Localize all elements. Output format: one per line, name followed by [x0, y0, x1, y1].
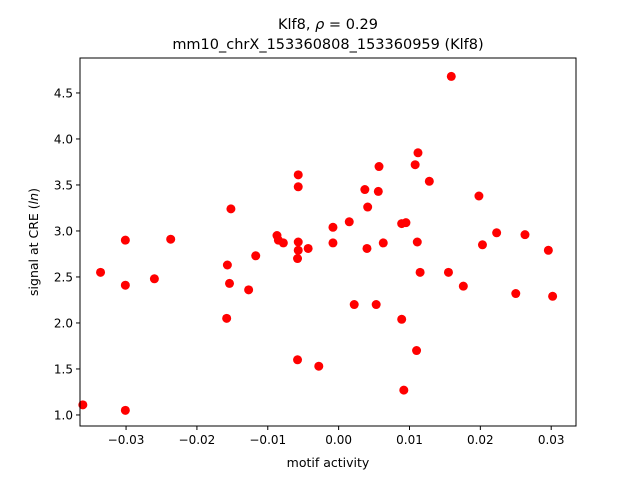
y-axis-ticks: 1.0 1.5 2.0 2.5 3.0 3.5 4.0 4.5 — [54, 86, 80, 422]
data-point — [293, 237, 303, 247]
y-axis-label-prefix: signal at CRE ( — [26, 204, 41, 296]
data-point — [412, 346, 422, 356]
data-point — [293, 355, 303, 365]
y-tick-label: 1.0 — [54, 408, 73, 422]
data-point — [378, 238, 388, 248]
data-point — [401, 218, 411, 228]
x-tick-label: 0.00 — [325, 433, 352, 447]
data-point — [443, 267, 453, 277]
data-point — [511, 289, 521, 299]
y-axis-label-suffix: ) — [26, 188, 41, 193]
data-point — [328, 238, 338, 248]
data-point — [399, 385, 409, 395]
data-point — [543, 245, 553, 255]
data-point — [120, 280, 130, 290]
x-tick-label: −0.03 — [108, 433, 145, 447]
data-point — [120, 405, 130, 415]
data-point — [360, 185, 370, 195]
data-point — [373, 186, 383, 196]
data-point — [78, 400, 88, 410]
x-tick-label: 0.03 — [538, 433, 565, 447]
x-tick-label: 0.01 — [396, 433, 423, 447]
y-tick-label: 1.5 — [54, 362, 73, 376]
y-axis-label-italic: ln — [26, 193, 41, 204]
data-point — [225, 278, 235, 288]
x-tick-label: −0.01 — [249, 433, 286, 447]
x-axis-ticks: −0.03 −0.02 −0.01 0.00 0.01 0.02 0.03 — [108, 426, 565, 447]
data-point — [415, 267, 425, 277]
data-point — [344, 217, 354, 227]
chart-title-line1: Klf8, ρ = 0.29 — [278, 17, 378, 33]
data-point — [424, 176, 434, 186]
title-suffix: = 0.29 — [324, 17, 378, 33]
data-point — [226, 204, 236, 214]
data-point — [474, 191, 484, 201]
title-prefix: Klf8, — [278, 17, 315, 33]
data-point — [244, 285, 254, 295]
data-point — [303, 243, 313, 253]
data-point — [362, 243, 372, 253]
x-tick-label: −0.02 — [179, 433, 216, 447]
data-point — [548, 291, 558, 301]
data-point — [166, 234, 176, 244]
data-point — [371, 300, 381, 310]
data-point — [477, 240, 487, 250]
data-point — [520, 230, 530, 240]
title-rho-symbol: ρ — [315, 17, 325, 33]
data-point — [363, 202, 373, 212]
data-point — [413, 148, 423, 158]
y-axis-label: signal at CRE (ln) — [26, 188, 41, 296]
data-point — [251, 251, 261, 261]
y-tick-label: 4.5 — [54, 86, 73, 100]
plot-area-frame — [79, 57, 577, 427]
data-point — [149, 274, 159, 284]
data-point — [458, 281, 468, 291]
data-point — [410, 160, 420, 170]
data-point — [293, 245, 303, 255]
data-point — [397, 314, 407, 324]
data-point — [314, 361, 324, 371]
data-points — [78, 71, 558, 415]
data-point — [96, 267, 106, 277]
data-point — [222, 260, 232, 270]
data-point — [278, 238, 288, 248]
data-point — [328, 222, 338, 232]
x-tick-label: 0.02 — [467, 433, 494, 447]
chart-title-line2: mm10_chrX_153360808_153360959 (Klf8) — [172, 37, 483, 53]
data-point — [222, 313, 232, 323]
data-point — [446, 71, 456, 81]
data-point — [412, 237, 422, 247]
data-point — [492, 228, 502, 238]
x-axis-label: motif activity — [287, 455, 370, 470]
y-tick-label: 4.0 — [54, 132, 73, 146]
y-tick-label: 2.5 — [54, 270, 73, 284]
data-point — [293, 170, 303, 180]
data-point — [374, 162, 384, 172]
y-tick-label: 3.5 — [54, 178, 73, 192]
data-point — [349, 300, 359, 310]
data-point — [293, 182, 303, 192]
data-point — [293, 254, 303, 264]
y-tick-label: 2.0 — [54, 316, 73, 330]
y-tick-label: 3.0 — [54, 224, 73, 238]
data-point — [120, 235, 130, 245]
